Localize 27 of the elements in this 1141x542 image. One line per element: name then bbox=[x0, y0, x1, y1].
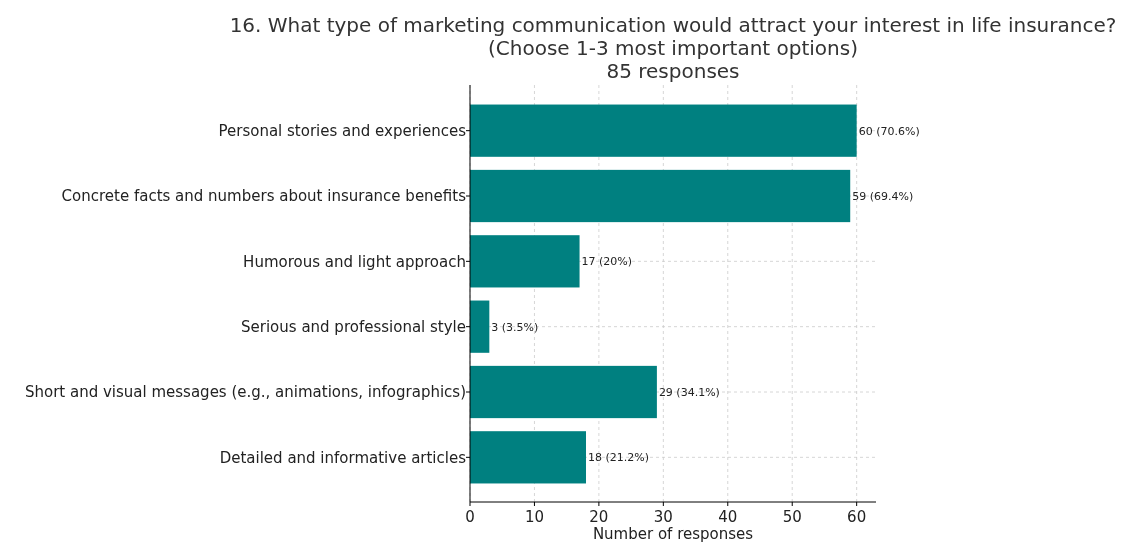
x-tick-label: 50 bbox=[782, 508, 802, 526]
bar bbox=[470, 365, 657, 419]
x-tick-label: 40 bbox=[718, 508, 738, 526]
x-tick-label: 0 bbox=[465, 508, 475, 526]
bar bbox=[470, 235, 580, 288]
data-label: 18 (21.2%) bbox=[588, 451, 650, 465]
data-label: 17 (20%) bbox=[581, 255, 633, 269]
y-tick-label: Short and visual messages (e.g., animations, infographics) bbox=[24, 383, 466, 402]
bar bbox=[470, 300, 490, 353]
y-tick-label: Detailed and informative articles bbox=[219, 448, 467, 467]
y-tick-label: Personal stories and experiences bbox=[218, 121, 467, 140]
x-tick-label: 60 bbox=[847, 508, 867, 526]
data-label: 60 (70.6%) bbox=[858, 124, 920, 138]
y-tick-label: Humorous and light approach bbox=[243, 252, 466, 271]
x-tick-label: 10 bbox=[524, 508, 544, 526]
x-axis-title: Number of responses bbox=[592, 525, 754, 542]
data-label: 59 (69.4%) bbox=[852, 189, 914, 203]
bar bbox=[470, 104, 857, 157]
x-tick-label: 30 bbox=[653, 508, 673, 526]
data-label: 3 (3.5%) bbox=[491, 320, 539, 334]
chart-title: 16. What type of marketing communication would attract your interest in life insurance? (Choose 1-3 most important options) 85 responses bbox=[229, 13, 1117, 83]
data-label: 29 (34.1%) bbox=[658, 385, 720, 399]
bar bbox=[470, 169, 851, 223]
bar bbox=[470, 431, 586, 484]
y-tick-label: Serious and professional style bbox=[241, 317, 466, 336]
x-tick-label: 20 bbox=[589, 508, 609, 526]
y-tick-label: Concrete facts and numbers about insurance benefits bbox=[61, 187, 467, 206]
